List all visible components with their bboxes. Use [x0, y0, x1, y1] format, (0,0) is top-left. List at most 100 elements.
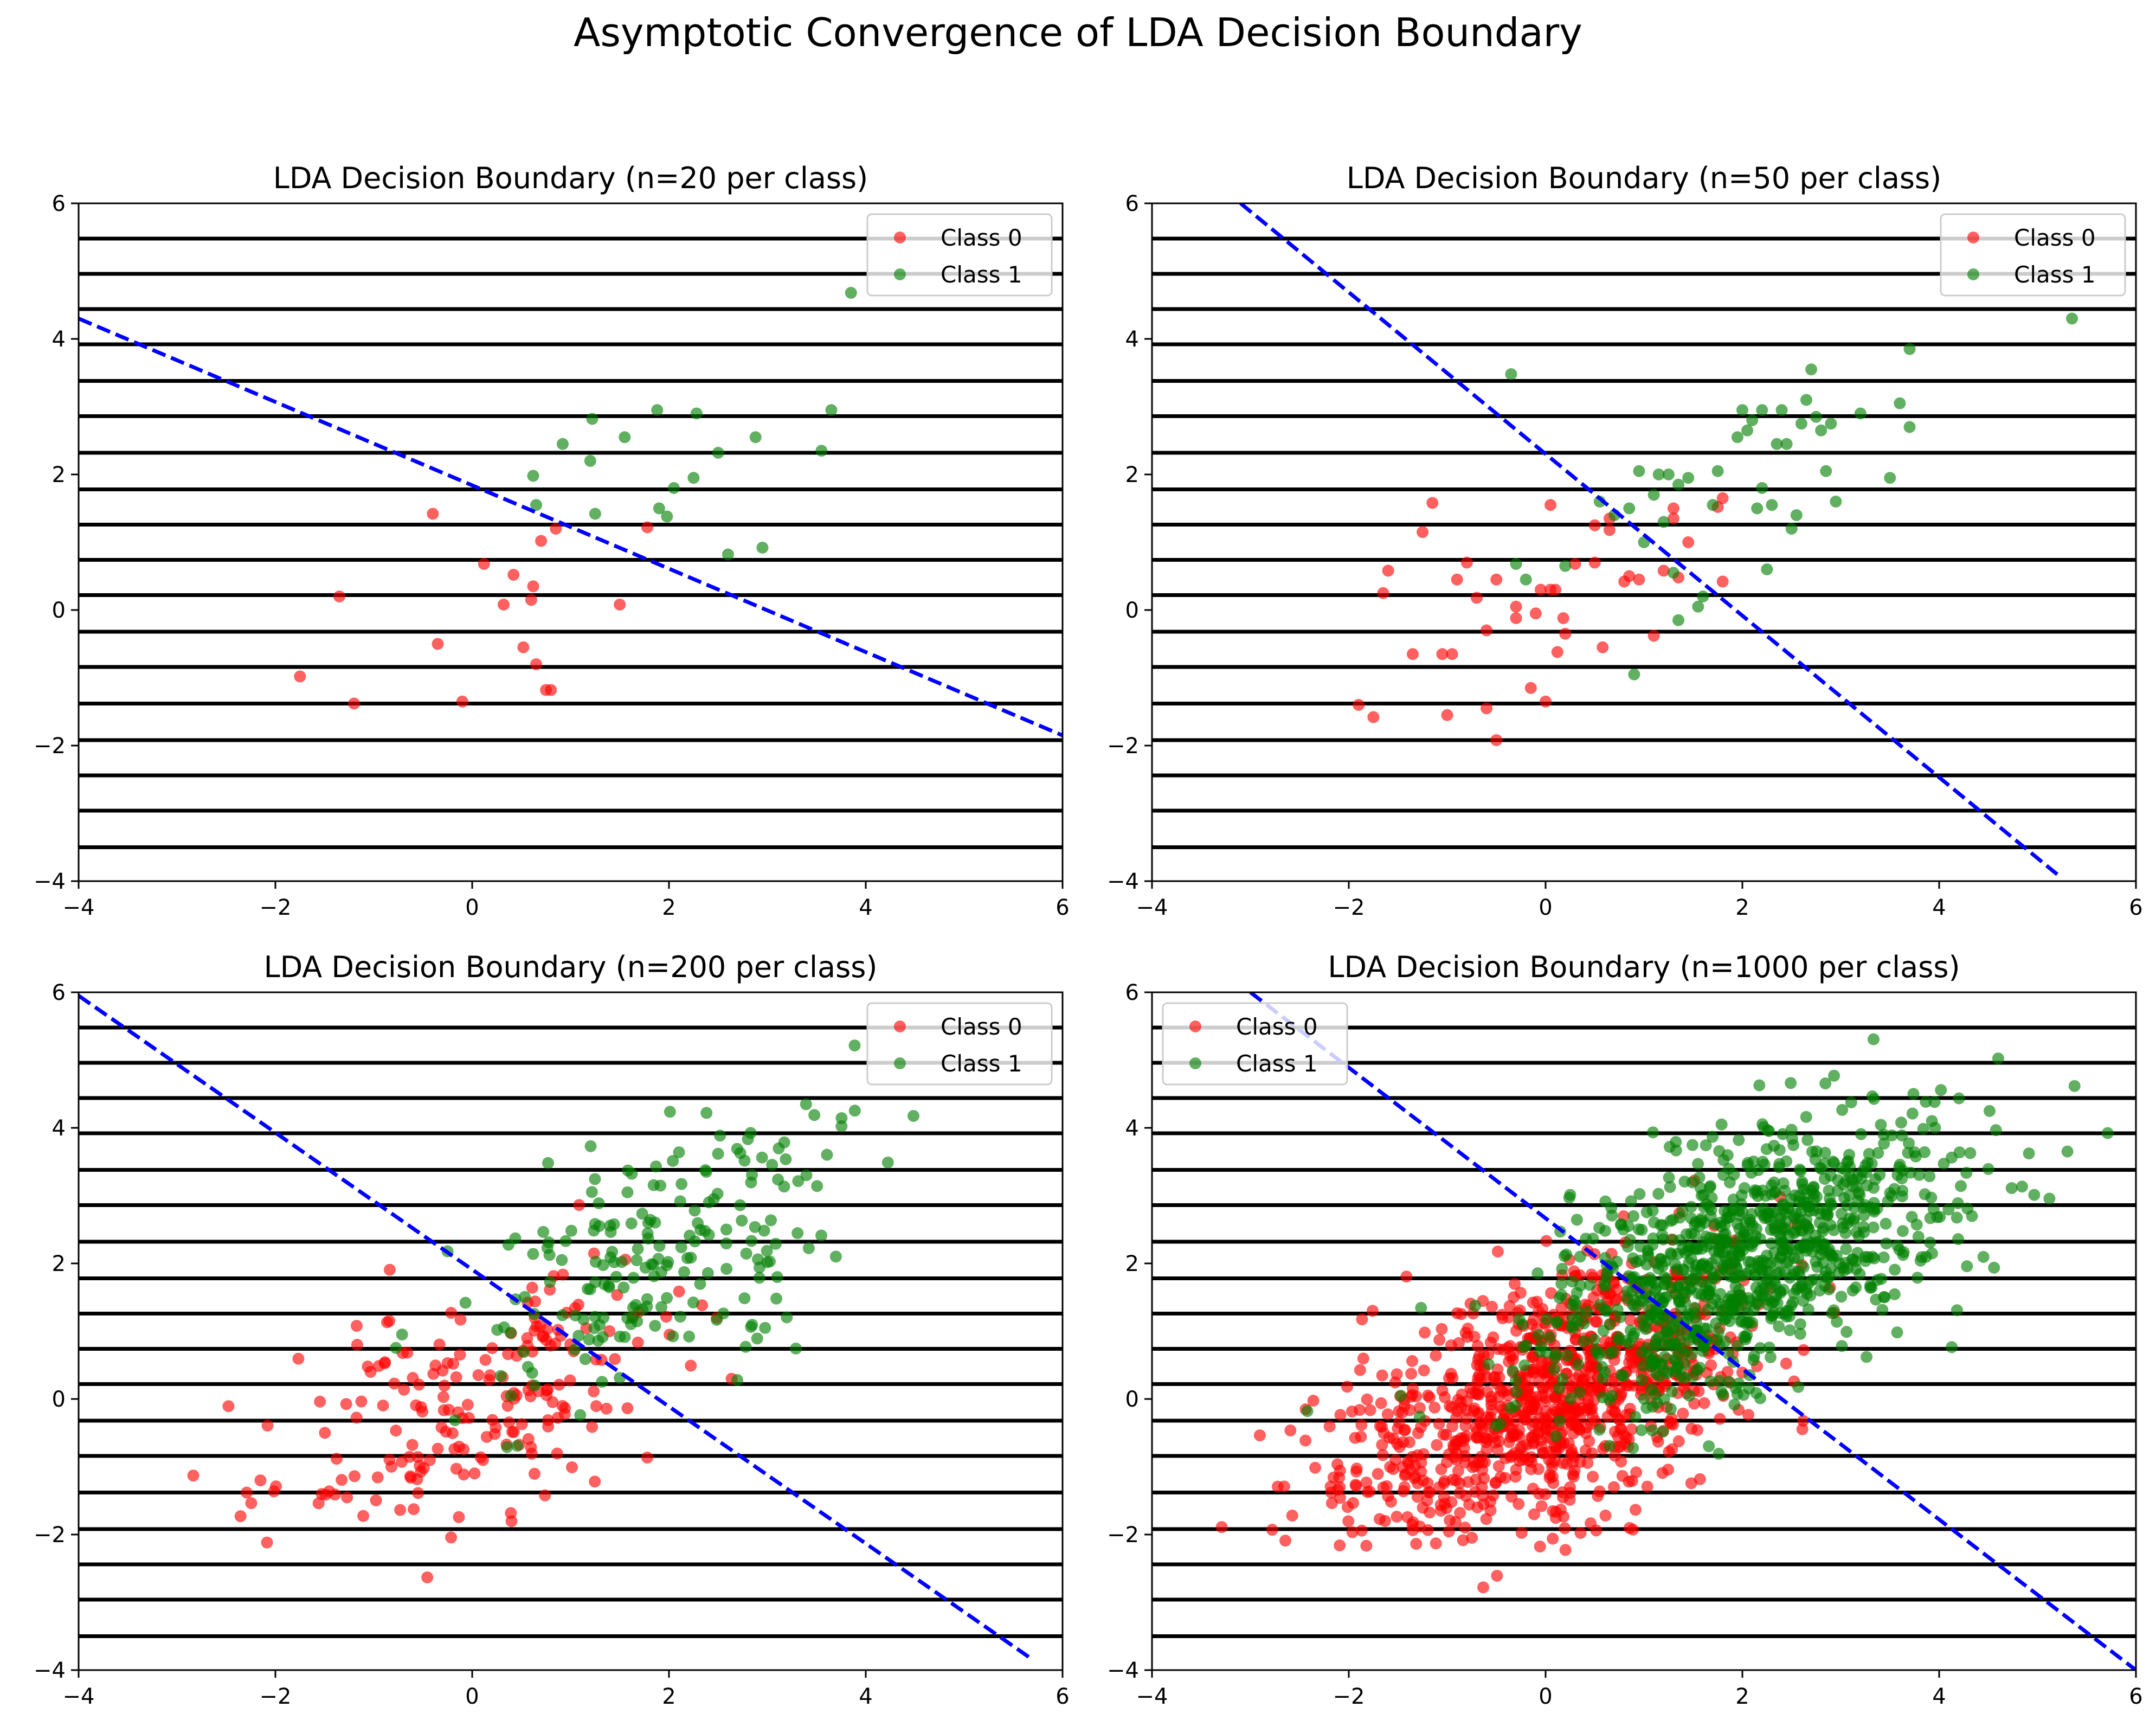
- scatter-point: [1529, 607, 1542, 620]
- scatter-point: [1510, 612, 1522, 624]
- scatter-point: [1627, 1210, 1640, 1222]
- scatter-point: [1556, 1372, 1569, 1385]
- scatter-point: [720, 1237, 732, 1250]
- scatter-point: [1476, 1481, 1488, 1493]
- scatter-point: [714, 1129, 726, 1142]
- scatter-point: [579, 1353, 591, 1365]
- scatter-point: [1813, 1284, 1826, 1296]
- scatter-point: [1677, 1263, 1689, 1275]
- scatter-point: [1472, 1431, 1484, 1443]
- x-tick-label: −2: [1333, 895, 1365, 920]
- scatter-point: [1825, 1170, 1837, 1182]
- scatter-point: [1983, 1105, 1996, 1117]
- scatter-point: [1836, 1340, 1848, 1352]
- scatter-point: [1929, 1121, 1941, 1134]
- scatter-point: [600, 1402, 613, 1415]
- scatter-point: [564, 1374, 576, 1387]
- scatter-point: [401, 1346, 414, 1359]
- scatter-point: [1640, 1258, 1653, 1270]
- scatter-point: [527, 470, 539, 482]
- scatter-point: [1597, 1324, 1610, 1337]
- scatter-point: [673, 1285, 685, 1298]
- scatter-point: [1785, 1299, 1798, 1312]
- scatter-point: [1355, 1524, 1368, 1537]
- scatter-point: [1746, 1237, 1759, 1249]
- scatter-point: [433, 1338, 446, 1351]
- subplot-3: LDA Decision Boundary (n=200 per class) −…: [34, 950, 1070, 1709]
- y-tick-label: 4: [1125, 327, 1139, 352]
- scatter-point: [781, 1311, 793, 1324]
- scatter-point: [2028, 1189, 2041, 1201]
- plot-area: [79, 236, 1063, 849]
- scatter-point: [1625, 1195, 1637, 1208]
- x-tick-label: 0: [1539, 895, 1552, 920]
- scatter-point: [1658, 1271, 1671, 1283]
- scatter-point: [1406, 1519, 1419, 1531]
- scatter-point: [542, 1420, 555, 1433]
- scatter-point: [1840, 1326, 1853, 1338]
- scatter-point: [406, 1439, 419, 1451]
- scatter-point: [1573, 1386, 1586, 1398]
- scatter-point: [1629, 1410, 1642, 1423]
- y-tick-label: 6: [52, 191, 66, 216]
- scatter-point: [1309, 1461, 1322, 1474]
- scatter-point: [1556, 1262, 1568, 1275]
- scatter-point: [1499, 1472, 1511, 1484]
- scatter-point: [1667, 512, 1679, 525]
- scatter-point: [1803, 1240, 1815, 1253]
- scatter-point: [1535, 1500, 1548, 1512]
- scatter-point: [1720, 1312, 1732, 1325]
- scatter-point: [525, 1447, 538, 1460]
- scatter-point: [1637, 1360, 1650, 1372]
- scatter-point: [540, 1384, 553, 1397]
- scatter-point: [1753, 1079, 1766, 1092]
- scatter-point: [1443, 1525, 1455, 1538]
- scatter-point: [1608, 1426, 1621, 1438]
- scatter-point: [739, 1340, 752, 1353]
- scatter-point: [1942, 1203, 1955, 1216]
- scatter-point: [559, 1235, 572, 1247]
- scatter-point: [447, 1357, 460, 1370]
- scatter-point: [1753, 1257, 1766, 1269]
- scatter-point: [1327, 1471, 1340, 1484]
- scatter-point: [1666, 1385, 1678, 1398]
- y-tick-label: 2: [52, 463, 66, 487]
- scatter-point: [1215, 1521, 1228, 1533]
- legend-label: Class 1: [2014, 261, 2096, 288]
- scatter-point: [1541, 1431, 1554, 1443]
- scatter-point: [1546, 1456, 1558, 1469]
- scatter-point: [341, 1491, 353, 1504]
- scatter-point: [699, 1164, 712, 1177]
- x-tick-label: 6: [2129, 895, 2142, 920]
- plot-area: [79, 994, 1063, 1662]
- scatter-point: [1540, 695, 1552, 708]
- scatter-point: [1415, 1465, 1427, 1478]
- scatter-point: [453, 1511, 465, 1523]
- scatter-point: [881, 1156, 894, 1169]
- scatter-point: [1492, 1460, 1505, 1472]
- scatter-point: [1685, 1201, 1697, 1213]
- scatter-point: [1471, 1359, 1483, 1371]
- scatter-point: [1721, 1149, 1734, 1161]
- scatter-point: [292, 1352, 305, 1365]
- scatter-point: [1663, 1171, 1675, 1184]
- scatter-point: [498, 599, 510, 611]
- scatter-point: [742, 1133, 754, 1145]
- scatter-point: [1394, 1390, 1407, 1402]
- scatter-point: [494, 1370, 507, 1382]
- scatter-point: [1854, 407, 1867, 420]
- scatter-point: [390, 1424, 402, 1437]
- plot-area: [1152, 992, 2136, 1670]
- y-tick-label: 6: [52, 980, 66, 1005]
- scatter-point: [1678, 1347, 1690, 1360]
- scatter-point: [556, 1400, 569, 1412]
- scatter-point: [1559, 1522, 1571, 1535]
- scatter-point: [1413, 1410, 1426, 1423]
- scatter-point: [1334, 1539, 1346, 1552]
- scatter-point: [1863, 1148, 1875, 1160]
- scatter-point: [550, 523, 562, 535]
- scatter-point: [445, 1307, 458, 1319]
- scatter-point: [1307, 1395, 1320, 1407]
- scatter-point: [586, 413, 598, 425]
- scatter-point: [1454, 1507, 1466, 1519]
